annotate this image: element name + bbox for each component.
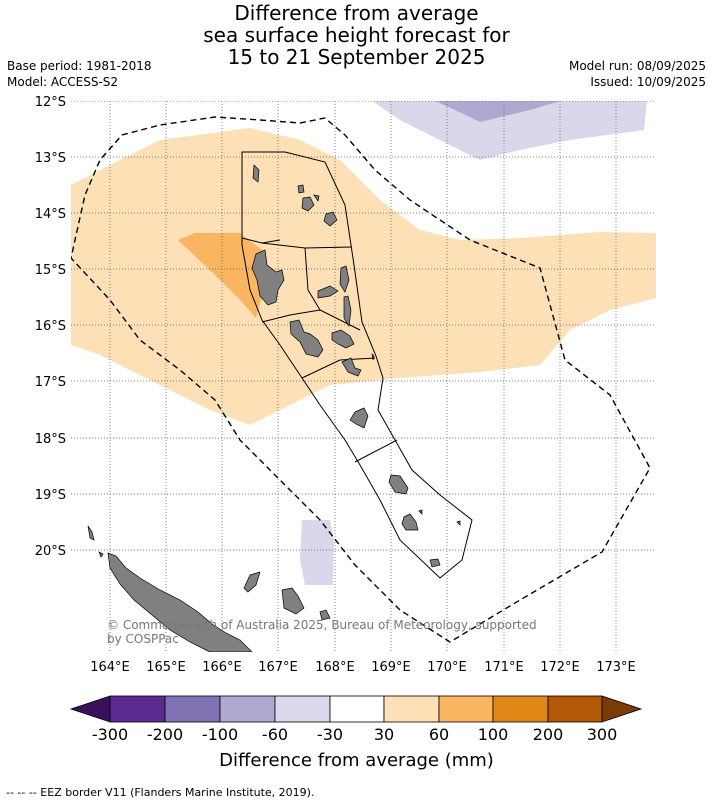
lat-label: 12°S (35, 95, 66, 110)
lon-label: 166°E (202, 660, 242, 675)
lat-label: 20°S (35, 544, 66, 559)
lat-labels: 12°S 13°S 14°S 15°S 16°S 17°S 18°S 19°S … (35, 95, 66, 559)
colorbar-tick: -300 (91, 725, 129, 744)
colorbar-extend-low (69, 695, 111, 723)
colorbar-segment (164, 695, 221, 723)
lat-label: 14°S (35, 207, 66, 222)
lat-label: 13°S (35, 151, 66, 166)
colorbar (69, 695, 643, 723)
lon-label: 168°E (315, 660, 355, 675)
colorbar-tick: 30 (373, 725, 395, 744)
model-name: Model: ACCESS-S2 (7, 75, 119, 89)
colorbar-segment (109, 695, 166, 723)
colorbar-segment (547, 695, 603, 723)
title-line-2: sea surface height forecast for (203, 23, 510, 47)
base-period: Base period: 1981-2018 (7, 59, 152, 73)
lat-label: 18°S (35, 432, 66, 447)
colorbar-tick: 300 (586, 725, 618, 744)
model-run: Model run: 08/09/2025 (568, 59, 706, 73)
lon-label: 167°E (258, 660, 298, 675)
lat-label: 19°S (35, 488, 66, 503)
colorbar-segment (274, 695, 331, 723)
colorbar-segment (492, 695, 549, 723)
eez-border (71, 116, 651, 643)
lon-label: 169°E (371, 660, 411, 675)
lon-label: 164°E (90, 660, 130, 675)
lon-label: 170°E (427, 660, 467, 675)
colorbar-tick: -60 (261, 725, 289, 744)
new-caledonia-islands (87, 525, 331, 652)
colorbar-extend-high (601, 695, 643, 723)
colorbar-title: Difference from average (mm) (219, 750, 494, 771)
colorbar-tick: 60 (428, 725, 450, 744)
province-boundaries (241, 151, 473, 579)
lon-labels: 164°E 165°E 166°E 167°E 168°E 169°E 170°… (90, 660, 636, 675)
colorbar-tick: -30 (316, 725, 344, 744)
colorbar-segment (438, 695, 494, 723)
title-line-3: 15 to 21 September 2025 (227, 45, 486, 69)
colorbar-tick: 200 (532, 725, 564, 744)
lon-label: 173°E (596, 660, 636, 675)
anomaly-region-neg-30-60 (372, 101, 647, 160)
colorbar-tick: -100 (201, 725, 239, 744)
colorbar-segment (219, 695, 276, 723)
issued-date: Issued: 10/09/2025 (590, 75, 706, 89)
copyright-line-2: by COSPPac (107, 632, 179, 646)
map-plot-area: © Commonwealth of Australia 2025, Bureau… (71, 101, 656, 652)
lon-label: 171°E (484, 660, 524, 675)
vanuatu-islands (251, 164, 461, 568)
lat-label: 17°S (35, 375, 66, 390)
eez-legend: -- -- -- EEZ border V11 (Flanders Marine… (6, 786, 315, 799)
anomaly-region-neg-60-100 (435, 101, 560, 122)
colorbar-segment (383, 695, 440, 723)
copyright-line-1: © Commonwealth of Australia 2025, Bureau… (107, 618, 537, 632)
lat-label: 16°S (35, 319, 66, 334)
title-line-1: Difference from average (234, 1, 479, 25)
lat-label: 15°S (35, 263, 66, 278)
anomaly-region-neg-south (300, 520, 334, 585)
lon-label: 165°E (146, 660, 186, 675)
colorbar-tick: -200 (146, 725, 184, 744)
lon-label: 172°E (540, 660, 580, 675)
anomaly-region-pos-30-60 (71, 128, 656, 425)
colorbar-tick: 100 (477, 725, 509, 744)
colorbar-segment (329, 695, 385, 723)
